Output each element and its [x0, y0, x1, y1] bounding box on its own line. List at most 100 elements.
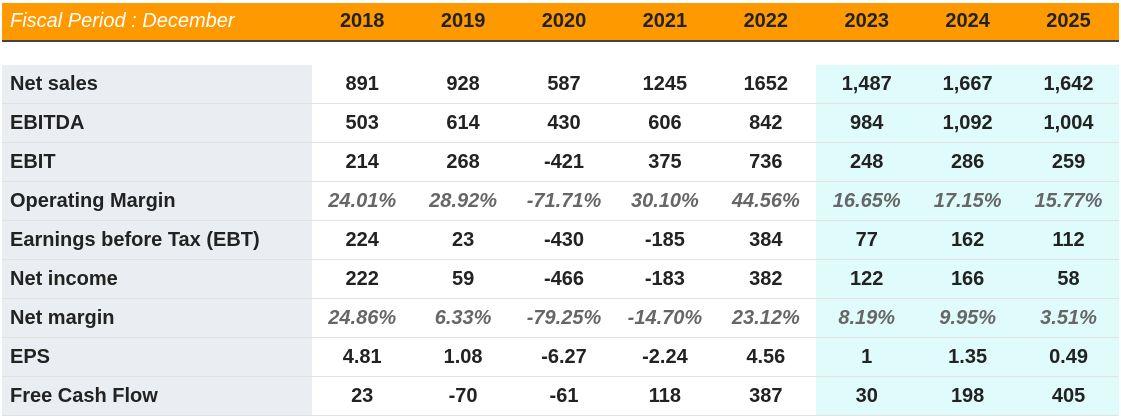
table-body: Net sales 891 928 587 1245 1652 1,487 1,667 1,64…	[2, 65, 1119, 416]
table-cell: 6.33%	[434, 306, 492, 329]
table-cell: -61	[549, 384, 579, 407]
table-cell: -70	[448, 384, 478, 407]
table-cell: 23.12%	[731, 306, 800, 329]
table-cell: 587	[547, 72, 581, 95]
row-label: Operating Margin	[2, 182, 312, 220]
table-cell: 24.86%	[328, 306, 397, 329]
table-cell: 1,004	[1018, 104, 1119, 142]
table-cell: 387	[749, 384, 783, 407]
table-row: Operating Margin 24.01% 28.92% -71.71% 30.10…	[2, 182, 1119, 221]
table-cell: 1.35	[917, 338, 1019, 376]
table-cell: 118	[648, 384, 682, 407]
table-header: Fiscal Period : December 2018 2019 2020 …	[2, 3, 1119, 42]
table-cell: 375	[648, 150, 682, 173]
row-label: Net margin	[2, 299, 312, 337]
table-cell: 4.81	[342, 345, 382, 368]
table-cell: 1	[816, 338, 918, 376]
table-cell: 736	[749, 150, 783, 173]
table-cell: -430	[543, 228, 585, 251]
row-label: EBIT	[2, 143, 312, 181]
table-row: EBIT 214 268 -421 375 736 248 286 259	[2, 143, 1119, 182]
year-header-2025: 2025	[1046, 10, 1091, 32]
table-cell: 384	[749, 228, 783, 251]
table-cell: 891	[345, 72, 379, 95]
table-row: Earnings before Tax (EBT) 224 23 -430 -185 38…	[2, 221, 1119, 260]
year-header-2024: 2024	[945, 10, 990, 32]
table-cell: 30	[816, 377, 918, 415]
table-cell: 1,487	[816, 65, 918, 103]
table-cell: 1,092	[917, 104, 1019, 142]
table-cell: -14.70%	[627, 306, 703, 329]
table-cell: 928	[446, 72, 480, 95]
table-cell: 23	[451, 228, 475, 251]
table-row: Net sales 891 928 587 1245 1652 1,487 1,667 1,64…	[2, 65, 1119, 104]
year-header-2019: 2019	[440, 10, 486, 32]
table-cell: -466	[543, 267, 585, 290]
table-cell: 259	[1018, 143, 1119, 181]
table-cell: 8.19%	[816, 299, 918, 337]
row-label: Net income	[2, 260, 312, 298]
table-row: EPS 4.81 1.08 -6.27 -2.24 4.56 1 1.35 0.49	[2, 338, 1119, 377]
table-cell: -421	[543, 150, 585, 173]
table-row: EBITDA 503 614 430 606 842 984 1,092 1,004	[2, 104, 1119, 143]
table-cell: 198	[917, 377, 1019, 415]
table-cell: 842	[749, 111, 783, 134]
table-cell: 16.65%	[816, 182, 918, 220]
row-label: EBITDA	[2, 104, 312, 142]
table-cell: 17.15%	[917, 182, 1019, 220]
table-cell: 28.92%	[429, 189, 498, 212]
row-label: Net sales	[2, 65, 312, 103]
table-cell: 268	[446, 150, 480, 173]
table-cell: 3.51%	[1018, 299, 1119, 337]
table-cell: 405	[1018, 377, 1119, 415]
table-cell: 248	[816, 143, 918, 181]
row-label: EPS	[2, 338, 312, 376]
table-cell: 430	[547, 111, 581, 134]
table-cell: 23	[351, 384, 374, 407]
table-row: Free Cash Flow 23 -70 -61 118 387 30 198 405	[2, 377, 1119, 416]
table-cell: 162	[917, 221, 1019, 259]
year-header-2023: 2023	[844, 10, 889, 32]
table-cell: -185	[644, 228, 685, 251]
table-cell: 122	[816, 260, 918, 298]
table-cell: -71.71%	[526, 189, 602, 212]
table-cell: 503	[345, 111, 379, 134]
year-header-2020: 2020	[541, 10, 587, 32]
table-cell: 214	[345, 150, 379, 173]
table-cell: 222	[345, 267, 379, 290]
table-cell: 984	[816, 104, 918, 142]
table-cell: 4.56	[746, 345, 786, 368]
year-header-2021: 2021	[642, 10, 688, 32]
table-cell: 606	[648, 111, 682, 134]
table-cell: -2.24	[642, 345, 688, 368]
table-cell: 1,667	[917, 65, 1019, 103]
row-label: Free Cash Flow	[2, 377, 312, 415]
table-cell: 30.10%	[630, 189, 699, 212]
table-cell: 382	[749, 267, 783, 290]
table-cell: 58	[1018, 260, 1119, 298]
table-cell: 15.77%	[1018, 182, 1119, 220]
table-row: Net income 222 59 -466 -183 382 122 166 58	[2, 260, 1119, 299]
table-cell: 112	[1018, 221, 1119, 259]
year-header-2022: 2022	[743, 10, 789, 32]
table-cell: -183	[644, 267, 685, 290]
table-cell: 77	[816, 221, 918, 259]
year-header-2018: 2018	[339, 10, 385, 32]
table-cell: 1,642	[1018, 65, 1119, 103]
table-cell: 166	[917, 260, 1019, 298]
table-cell: 286	[917, 143, 1019, 181]
table-cell: 0.49	[1018, 338, 1119, 376]
table-cell: 1245	[642, 72, 688, 95]
table-cell: 1652	[743, 72, 789, 95]
table-cell: 1.08	[443, 345, 483, 368]
row-label: Earnings before Tax (EBT)	[2, 221, 312, 259]
table-cell: -79.25%	[526, 306, 602, 329]
table-cell: 44.56%	[731, 189, 800, 212]
fiscal-period-label: Fiscal Period : December	[10, 10, 235, 32]
table-cell: 59	[451, 267, 475, 290]
table-cell: 614	[446, 111, 480, 134]
table-row: Net margin 24.86% 6.33% -79.25% -14.70% 23.12…	[2, 299, 1119, 338]
table-cell: 24.01%	[328, 189, 397, 212]
table-cell: 9.95%	[917, 299, 1019, 337]
